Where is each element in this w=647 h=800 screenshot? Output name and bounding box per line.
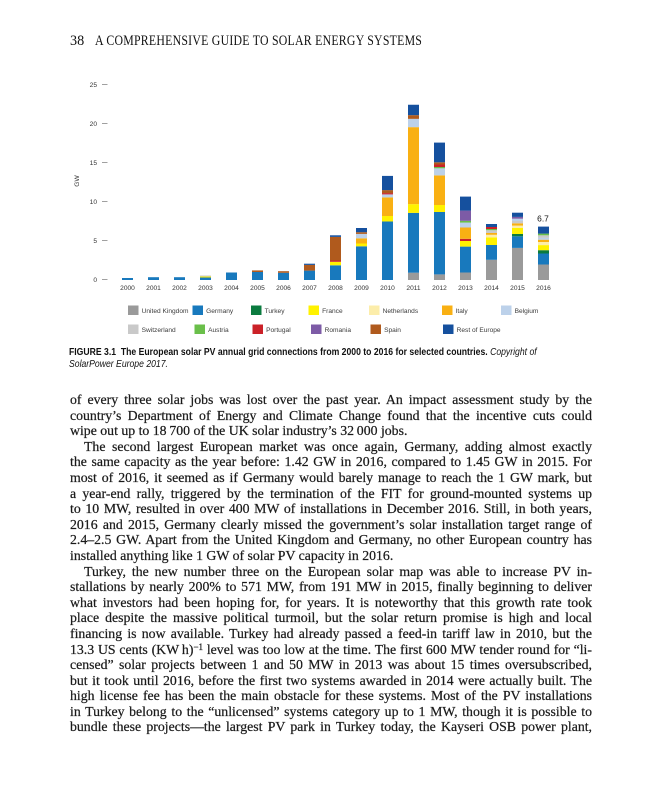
svg-text:2000: 2000 [120, 285, 135, 292]
svg-text:Rest of Europe: Rest of Europe [457, 327, 501, 334]
svg-text:2014: 2014 [484, 285, 499, 292]
svg-text:Romania: Romania [325, 327, 352, 334]
svg-text:2010: 2010 [380, 285, 395, 292]
svg-text:Italy: Italy [456, 308, 469, 315]
svg-text:10: 10 [90, 199, 98, 206]
svg-text:2009: 2009 [354, 285, 369, 292]
svg-text:2016: 2016 [536, 285, 551, 292]
svg-text:2005: 2005 [250, 285, 265, 292]
svg-text:Belgium: Belgium [515, 308, 539, 315]
svg-text:2013: 2013 [458, 285, 473, 292]
svg-text:Germany: Germany [206, 308, 234, 315]
svg-text:2001: 2001 [146, 285, 161, 292]
svg-text:2011: 2011 [406, 285, 421, 292]
svg-text:France: France [322, 308, 343, 315]
svg-text:6.7: 6.7 [537, 214, 549, 224]
svg-text:2004: 2004 [224, 285, 239, 292]
svg-text:2007: 2007 [302, 285, 317, 292]
svg-text:20: 20 [90, 121, 98, 128]
svg-text:Portugal: Portugal [266, 327, 291, 334]
svg-text:15: 15 [90, 160, 98, 167]
svg-text:United Kingdom: United Kingdom [142, 308, 189, 315]
svg-text:Austria: Austria [208, 327, 229, 334]
svg-text:25: 25 [90, 82, 98, 89]
svg-text:Netherlands: Netherlands [383, 308, 419, 315]
svg-text:2002: 2002 [172, 285, 187, 292]
svg-text:GW: GW [74, 175, 81, 187]
svg-text:5: 5 [93, 238, 97, 245]
svg-text:Turkey: Turkey [265, 308, 286, 315]
svg-text:2008: 2008 [328, 285, 343, 292]
svg-text:2003: 2003 [198, 285, 213, 292]
svg-text:2012: 2012 [432, 285, 447, 292]
svg-text:0: 0 [93, 277, 97, 284]
svg-text:Spain: Spain [384, 327, 401, 334]
svg-text:2006: 2006 [276, 285, 291, 292]
svg-text:Switzerland: Switzerland [142, 327, 176, 334]
svg-text:2015: 2015 [510, 285, 525, 292]
